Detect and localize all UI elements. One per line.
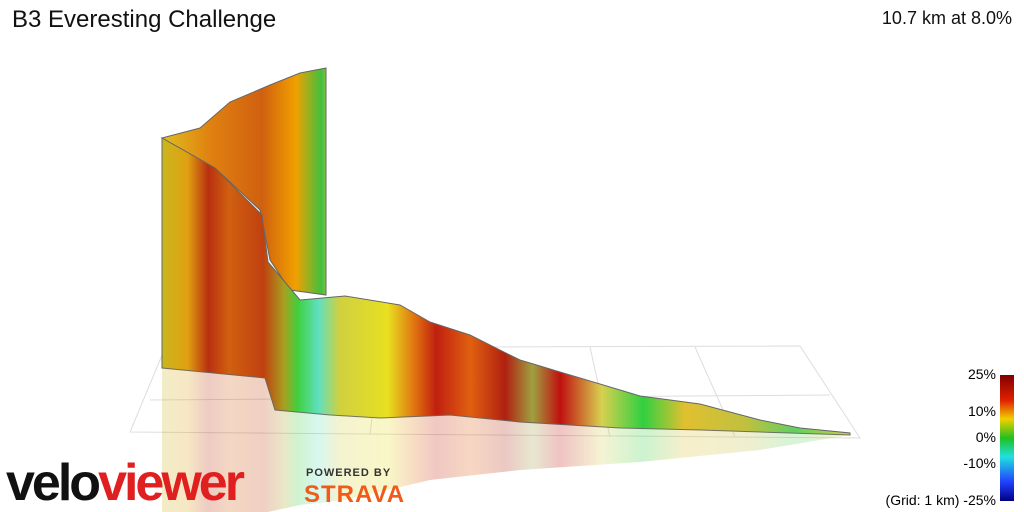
logo: veloviewer [6, 454, 245, 512]
legend-label: 10% [967, 403, 996, 419]
powered-by: POWERED BY [306, 467, 392, 479]
reflection [162, 368, 850, 512]
legend-label: 0% [975, 429, 996, 445]
strava-logo: STRAVA [304, 481, 406, 508]
stats: 10.7 km at 8.0% [881, 8, 1012, 28]
title: B3 Everesting Challenge [12, 6, 277, 33]
legend-label: 25% [967, 366, 996, 382]
legend-label: -10% [963, 455, 996, 471]
gradient-scale [1000, 375, 1014, 501]
wall-back [160, 67, 327, 296]
legend-label: (Grid: 1 km) -25% [885, 492, 996, 508]
